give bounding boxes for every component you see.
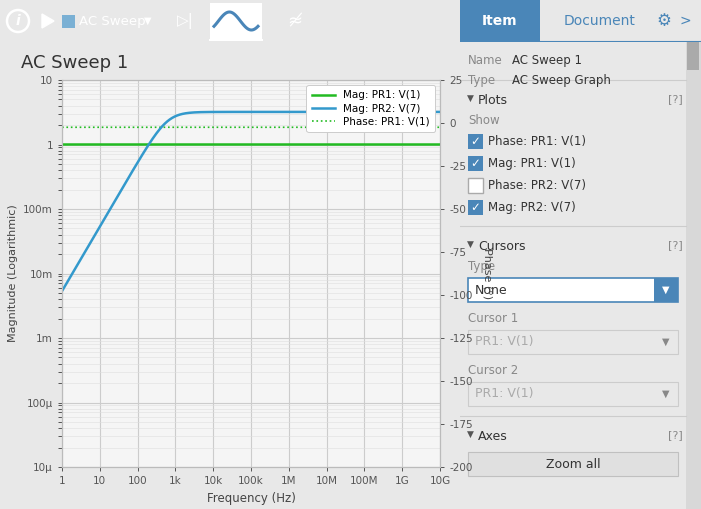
Text: >: > — [679, 14, 690, 28]
Bar — [468, 452, 678, 476]
Text: [?]: [?] — [668, 430, 683, 440]
Text: ▼: ▼ — [662, 285, 669, 295]
Bar — [210, 3, 262, 39]
Text: ▼: ▼ — [467, 240, 474, 249]
Bar — [468, 382, 678, 406]
Text: ≉: ≉ — [287, 12, 303, 30]
Text: Cursors: Cursors — [478, 240, 526, 253]
Text: Type: Type — [468, 260, 495, 273]
Text: Axes: Axes — [478, 430, 508, 443]
Text: ▼: ▼ — [144, 16, 151, 26]
Text: ▼: ▼ — [467, 94, 474, 103]
Y-axis label: Phase (°): Phase (°) — [482, 248, 492, 299]
Legend: Mag: PR1: V(1), Mag: PR2: V(7), Phase: PR1: V(1): Mag: PR1: V(1), Mag: PR2: V(7), Phase: P… — [306, 85, 435, 132]
Text: ▼: ▼ — [467, 430, 474, 439]
Text: AC Sweep 1: AC Sweep 1 — [512, 54, 582, 67]
Bar — [468, 134, 483, 149]
Text: AC Sweep Graph: AC Sweep Graph — [512, 74, 611, 87]
Text: ▼: ▼ — [662, 389, 669, 399]
Text: Zoom all: Zoom all — [545, 458, 600, 470]
Bar — [468, 156, 483, 171]
Text: ✓: ✓ — [470, 157, 480, 170]
Text: i: i — [15, 14, 20, 28]
Polygon shape — [42, 14, 54, 28]
Text: Plots: Plots — [478, 94, 508, 107]
Bar — [686, 42, 701, 509]
Text: Cursor 2: Cursor 2 — [468, 364, 518, 377]
Text: Mag: PR2: V(7): Mag: PR2: V(7) — [488, 201, 576, 214]
X-axis label: Frequency (Hz): Frequency (Hz) — [207, 492, 295, 504]
Text: Mag: PR1: V(1): Mag: PR1: V(1) — [488, 157, 576, 170]
Bar — [468, 278, 678, 302]
Text: Show: Show — [468, 114, 500, 127]
Text: AC Sweep 1: AC Sweep 1 — [21, 54, 128, 72]
Text: ▷|: ▷| — [177, 13, 193, 29]
Bar — [62, 15, 75, 28]
Bar — [468, 200, 483, 215]
Text: None: None — [475, 284, 508, 297]
Text: ⚙: ⚙ — [657, 12, 672, 30]
Text: ✓: ✓ — [470, 135, 480, 148]
Text: [?]: [?] — [668, 240, 683, 250]
Text: AC Sweep: AC Sweep — [79, 14, 145, 27]
Text: ▼: ▼ — [662, 337, 669, 347]
Text: ✓: ✓ — [470, 201, 480, 214]
Text: PR1: V(1): PR1: V(1) — [475, 335, 533, 349]
Y-axis label: Magnitude (Logarithmic): Magnitude (Logarithmic) — [8, 205, 18, 343]
Text: Type: Type — [468, 74, 495, 87]
Text: [?]: [?] — [668, 94, 683, 104]
Bar — [468, 178, 483, 193]
Text: Item: Item — [482, 14, 518, 28]
Text: Phase: PR1: V(1): Phase: PR1: V(1) — [488, 135, 586, 148]
Bar — [654, 278, 678, 302]
Text: Name: Name — [468, 54, 503, 67]
Text: Cursor 1: Cursor 1 — [468, 312, 518, 325]
Bar — [687, 42, 699, 70]
Bar — [468, 330, 678, 354]
Text: Document: Document — [564, 14, 636, 28]
Text: Phase: PR2: V(7): Phase: PR2: V(7) — [488, 179, 586, 192]
Text: PR1: V(1): PR1: V(1) — [475, 387, 533, 401]
Bar — [460, 0, 540, 42]
